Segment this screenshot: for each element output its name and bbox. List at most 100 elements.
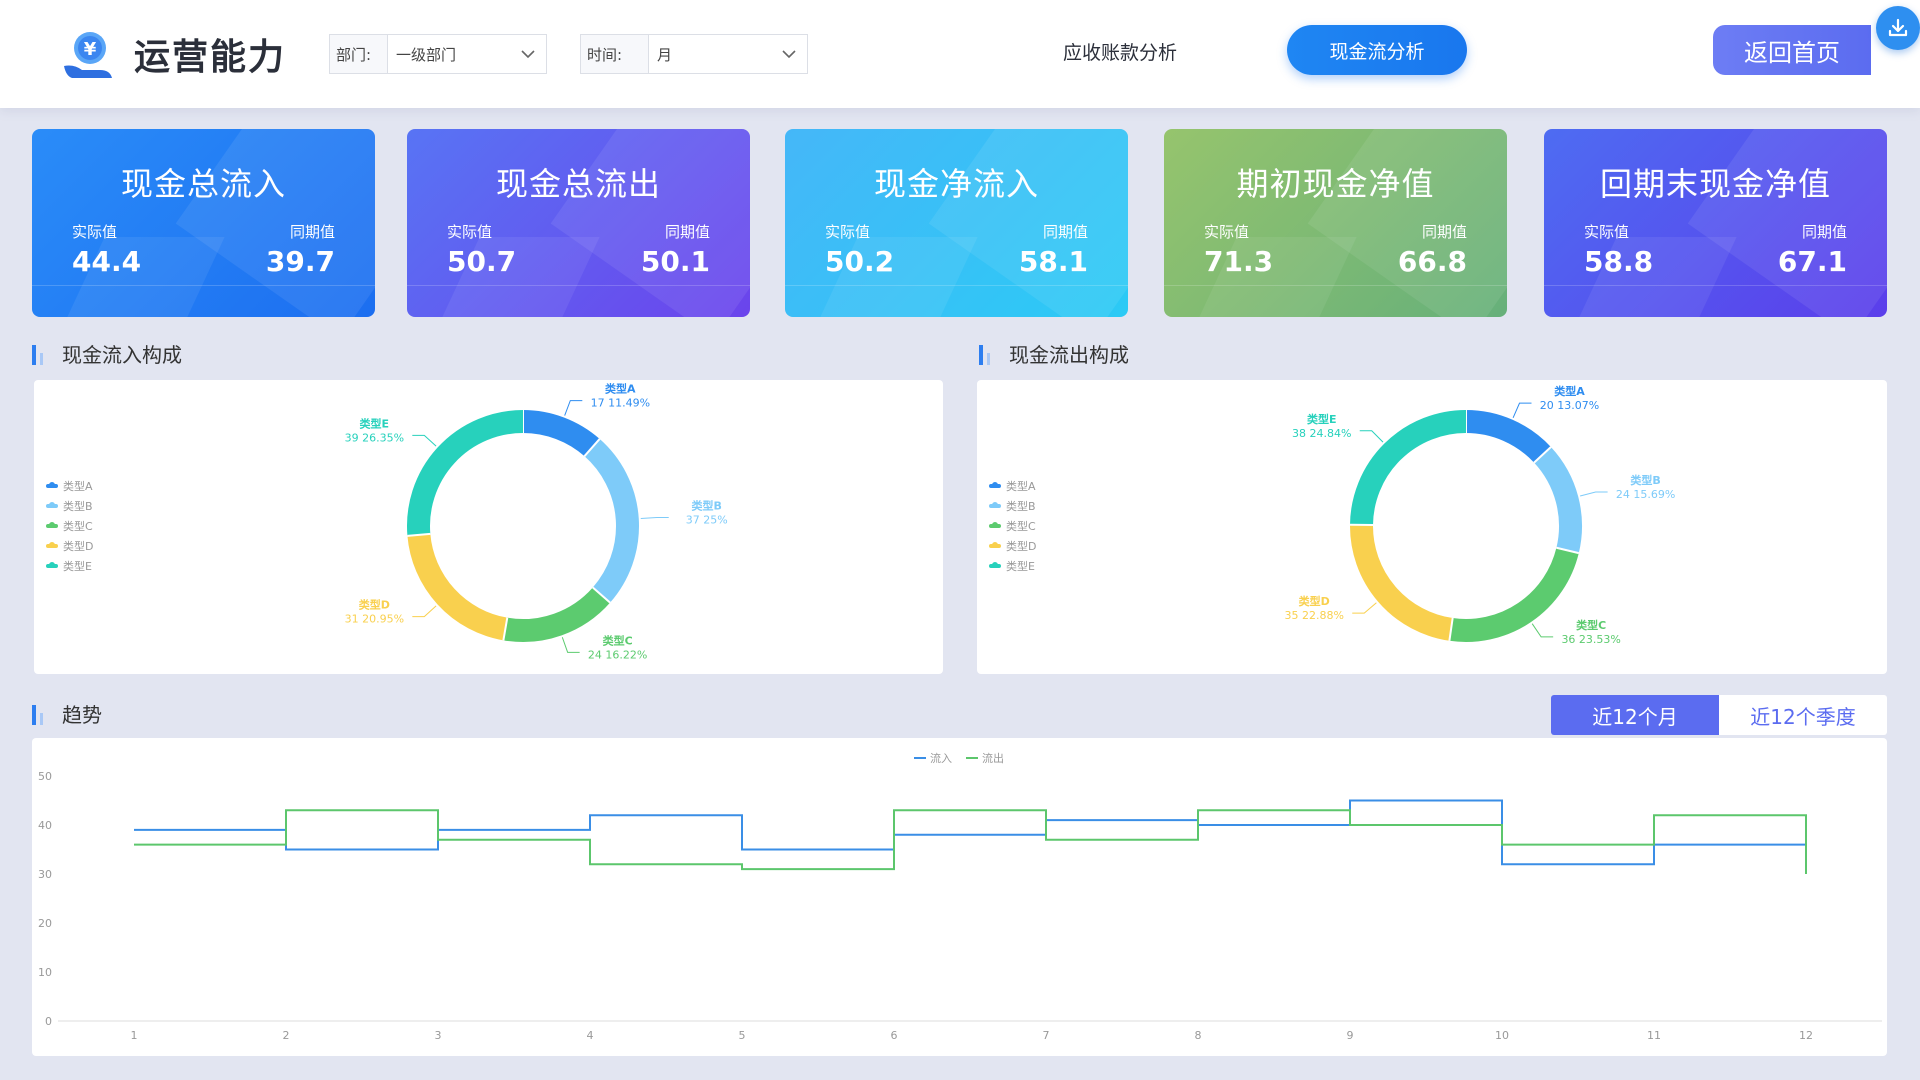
donut-slice[interactable] (407, 410, 524, 536)
legend-swatch (989, 502, 1001, 508)
legend-label: 类型B (1006, 500, 1036, 513)
x-tick-label: 4 (587, 1029, 594, 1042)
label-leader-line (1512, 402, 1532, 419)
trend-section-title: 趋势 (32, 703, 102, 727)
prior-value: 67.1 (1777, 245, 1847, 278)
legend-item[interactable]: 类型C (989, 516, 1036, 536)
actual-value: 50.2 (825, 245, 895, 278)
download-button[interactable] (1876, 6, 1920, 50)
card-decoration (550, 129, 750, 317)
actual-value: 58.8 (1584, 245, 1654, 278)
legend-item[interactable]: 类型E (46, 556, 93, 576)
label-leader-line (412, 434, 437, 447)
slice-category-label: 类型A (1554, 384, 1585, 398)
slice-value-label: 24 15.69% (1616, 488, 1675, 501)
legend-label[interactable]: 流入 (930, 751, 952, 765)
download-icon (1888, 18, 1908, 37)
x-tick-label: 1 (131, 1029, 138, 1042)
legend-item[interactable]: 类型A (989, 476, 1036, 496)
y-tick-label: 50 (38, 770, 52, 783)
time-value: 月 (657, 45, 673, 64)
actual-label: 实际值 (1204, 223, 1250, 241)
nav-receivables-analysis[interactable]: 应收账款分析 (1063, 42, 1178, 64)
legend-item[interactable]: 类型E (989, 556, 1036, 576)
card-divider (407, 285, 750, 286)
period-tabs: 近12个月 近12个季度 (1551, 695, 1887, 735)
card-title: 期初现金净值 (1236, 165, 1435, 203)
x-tick-label: 8 (1195, 1029, 1202, 1042)
card-decoration (1687, 129, 1887, 317)
donut-slice[interactable] (1465, 410, 1551, 463)
donut-slice[interactable] (522, 410, 600, 457)
home-button[interactable]: 返回首页 (1713, 25, 1871, 75)
actual-label: 实际值 (447, 223, 493, 241)
time-value-wrapper[interactable]: 月 (649, 35, 807, 73)
prior-label: 同期值 (1801, 223, 1847, 241)
slice-value-label: 31 20.95% (345, 613, 404, 626)
slice-separator (502, 617, 509, 641)
legend-swatch (46, 562, 58, 568)
label-leader-line (1359, 430, 1384, 443)
label-leader-line (1531, 623, 1554, 638)
y-tick-label: 40 (38, 819, 52, 832)
section-marker (40, 713, 43, 725)
outflow-section-title: 现金流出构成 (979, 343, 1129, 367)
legend-item[interactable]: 类型A (46, 476, 93, 496)
card-divider (32, 285, 375, 286)
time-select[interactable]: 时间: 月 (580, 34, 808, 74)
y-tick-label: 30 (38, 868, 52, 881)
legend-swatch (46, 522, 58, 528)
slice-value-label: 37 25% (686, 513, 728, 526)
legend-item[interactable]: 类型D (46, 536, 93, 556)
card-title: 现金总流入 (120, 165, 286, 203)
card-decoration (1307, 129, 1507, 317)
slice-separator (583, 438, 601, 457)
legend-item[interactable]: 类型C (46, 516, 93, 536)
nav-cashflow-analysis[interactable]: 现金流分析 (1287, 25, 1467, 75)
x-tick-label: 7 (1043, 1029, 1050, 1042)
legend-label: 类型D (63, 540, 94, 553)
slice-value-label: 39 26.35% (345, 431, 404, 444)
card-divider (1164, 285, 1507, 286)
tab-last-12-quarters[interactable]: 近12个季度 (1719, 695, 1887, 735)
legend-swatch (46, 502, 58, 508)
slice-value-label: 36 23.53% (1561, 633, 1620, 646)
inflow-section-title: 现金流入构成 (32, 343, 182, 367)
x-tick-label: 11 (1647, 1029, 1661, 1042)
donut-slice[interactable] (584, 438, 639, 603)
legend-label[interactable]: 流出 (982, 751, 1004, 765)
slice-separator (592, 586, 611, 604)
legend-item[interactable]: 类型B (46, 496, 93, 516)
legend-label: 类型A (1006, 480, 1036, 493)
donut-slice[interactable] (1533, 446, 1582, 554)
department-select[interactable]: 部门: 一级部门 (329, 34, 547, 74)
card-title: 回期末现金净值 (1599, 165, 1831, 203)
inflow-legend: 类型A 类型B 类型C 类型D 类型E (46, 476, 93, 576)
legend-item[interactable]: 类型D (989, 536, 1036, 556)
slice-category-label: 类型E (1307, 412, 1337, 426)
series-line-inflow[interactable] (134, 799, 1807, 875)
donut-slice[interactable] (503, 587, 611, 642)
donut-slice[interactable] (1350, 410, 1467, 526)
slice-category-label: 类型C (1576, 618, 1606, 632)
inflow-chart-panel: 类型A 类型B 类型C 类型D 类型E 类型A 17 11.49% 类型B 37 25% 类型C… (34, 380, 943, 674)
tab-last-12-months[interactable]: 近12个月 (1551, 695, 1719, 735)
department-value-wrapper[interactable]: 一级部门 (388, 35, 546, 73)
x-tick-label: 2 (283, 1029, 290, 1042)
donut-slice[interactable] (1449, 547, 1579, 642)
legend-swatch (989, 542, 1001, 548)
actual-label: 实际值 (825, 223, 871, 241)
prior-label: 同期值 (664, 223, 710, 241)
donut-slice[interactable] (407, 533, 508, 641)
prior-label: 同期值 (1042, 223, 1088, 241)
slice-category-label: 类型D (359, 598, 390, 612)
x-tick-label: 3 (435, 1029, 442, 1042)
series-line-outflow[interactable] (134, 809, 1807, 874)
actual-label: 实际值 (1584, 223, 1630, 241)
donut-slice[interactable] (1350, 524, 1453, 641)
legend-swatch (46, 542, 58, 548)
legend-item[interactable]: 类型B (989, 496, 1036, 516)
x-tick-label: 9 (1347, 1029, 1354, 1042)
slice-separator (1448, 617, 1454, 641)
slice-category-label: 类型B (1630, 473, 1660, 487)
